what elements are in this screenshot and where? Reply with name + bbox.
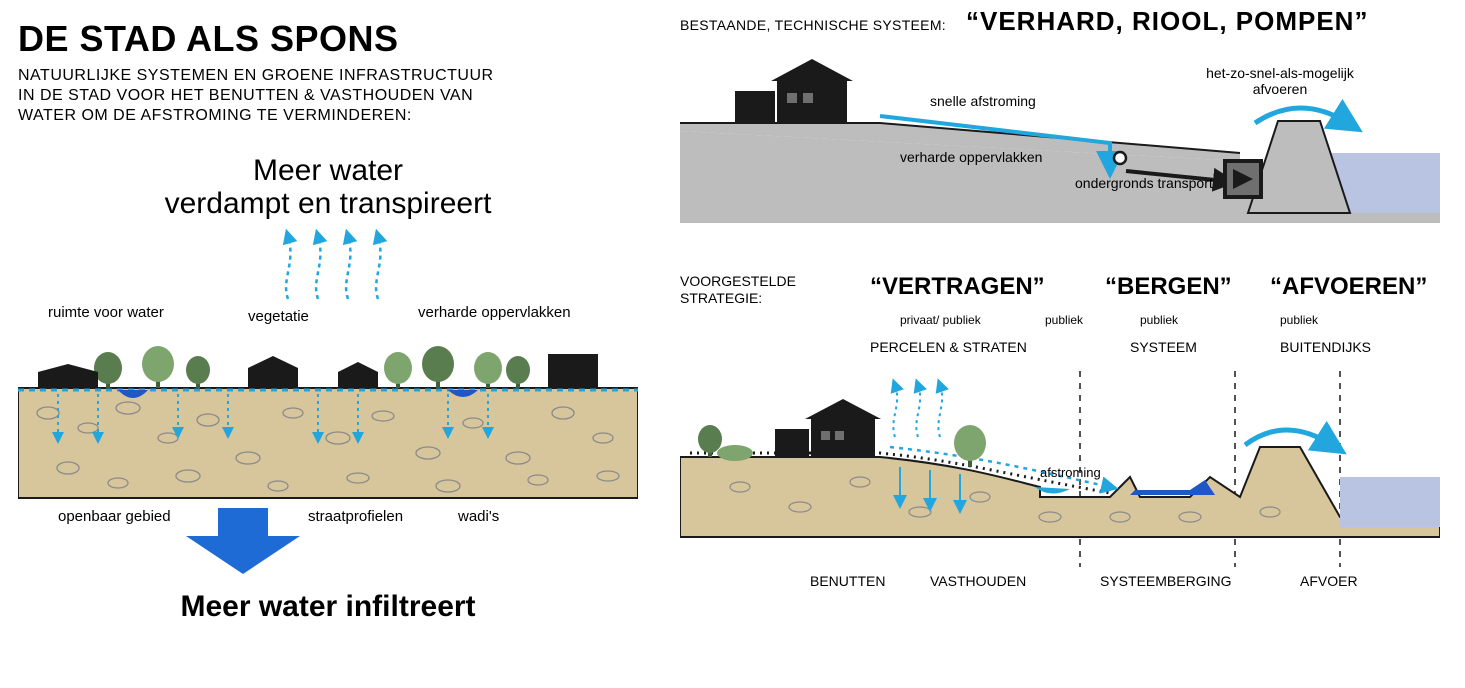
label-het-zo-snel-line2: afvoeren — [1253, 81, 1307, 97]
label-vasthouden: VASTHOUDEN — [930, 573, 1026, 589]
label-straatprofielen: straatprofielen — [308, 508, 403, 525]
zone-row: PERCELEN & STRATEN SYSTEEM BUITENDIJKS — [680, 339, 1440, 367]
label-systeemberging: SYSTEEMBERGING — [1100, 573, 1231, 589]
label-afvoer: AFVOER — [1300, 573, 1358, 589]
sponge-cross-section — [18, 328, 638, 508]
left-panel: DE STAD ALS SPONS NATUURLIJKE SYSTEMEN E… — [18, 18, 638, 624]
existing-system-diagram-wrap: snelle afstroming het-zo-snel-als-mogeli… — [680, 43, 1440, 223]
label-vegetatie: vegetatie — [248, 308, 309, 325]
right-panel: BESTAANDE, TECHNISCHE SYSTEEM: “VERHARD,… — [680, 6, 1450, 597]
label-verharde-oppervlakken: verharde oppervlakken — [418, 304, 571, 321]
label-het-zo-snel: het-zo-snel-als-mogelijk afvoeren — [1190, 65, 1370, 97]
bottom-heading: Meer water infiltreert — [18, 590, 638, 624]
label-benutten: BENUTTEN — [810, 573, 885, 589]
bottom-label-row: BENUTTEN VASTHOUDEN SYSTEEMBERGING AFVOE… — [680, 573, 1440, 597]
mid-heading-line-1: Meer water — [253, 154, 403, 187]
strategy-prefix: VOORGESTELDE STRATEGIE: — [680, 273, 796, 307]
subtitle-line-2: IN DE STAD VOOR HET BENUTTEN & VASTHOUDE… — [18, 87, 473, 104]
zone-buitendijks: BUITENDIJKS — [1280, 339, 1371, 355]
subtitle: NATUURLIJKE SYSTEMEN EN GROENE INFRASTRU… — [18, 66, 638, 126]
subtitle-line-3: WATER OM DE AFSTROMING TE VERMINDEREN: — [18, 107, 412, 124]
heading-afvoeren: “AFVOEREN” — [1270, 273, 1427, 301]
proposed-diagram-wrap: afstroming — [680, 367, 1440, 567]
strategy-header: VOORGESTELDE STRATEGIE: “VERTRAGEN” “BER… — [680, 273, 1440, 313]
scope-publiek-2: publiek — [1140, 313, 1178, 327]
existing-system-prefix: BESTAANDE, TECHNISCHE SYSTEEM: — [680, 17, 946, 33]
top-labels-row: ruimte voor water vegetatie verharde opp… — [18, 304, 638, 328]
heading-vertragen: “VERTRAGEN” — [870, 273, 1045, 301]
label-ruimte-voor-water: ruimte voor water — [48, 304, 164, 321]
zone-systeem: SYSTEEM — [1130, 339, 1197, 355]
strategy-prefix-line2: STRATEGIE: — [680, 290, 762, 306]
scope-publiek-3: publiek — [1280, 313, 1318, 327]
label-verharde-oppervlakken-right: verharde oppervlakken — [900, 149, 1042, 165]
label-ondergronds-transport: ondergronds transport — [1075, 175, 1213, 191]
label-het-zo-snel-line1: het-zo-snel-als-mogelijk — [1206, 65, 1354, 81]
label-snelle-afstroming: snelle afstroming — [930, 93, 1036, 109]
label-afstroming: afstroming — [1040, 465, 1101, 480]
main-title: DE STAD ALS SPONS — [18, 18, 638, 60]
evaporation-arrows — [18, 224, 638, 304]
scope-row: privaat/ publiek publiek publiek publiek — [680, 313, 1440, 333]
existing-system-title: “VERHARD, RIOOL, POMPEN” — [966, 6, 1368, 37]
heading-bergen: “BERGEN” — [1105, 273, 1232, 301]
subtitle-line-1: NATUURLIJKE SYSTEMEN EN GROENE INFRASTRU… — [18, 67, 494, 84]
existing-system-header: BESTAANDE, TECHNISCHE SYSTEEM: “VERHARD,… — [680, 6, 1450, 37]
scope-privaat-publiek: privaat/ publiek — [900, 313, 981, 327]
strategy-prefix-line1: VOORGESTELDE — [680, 273, 796, 289]
label-openbaar-gebied: openbaar gebied — [58, 508, 171, 525]
bottom-labels-row: openbaar gebied straatprofielen wadi's — [18, 508, 638, 532]
zone-percelen: PERCELEN & STRATEN — [870, 339, 1027, 355]
mid-heading-line-2: verdampt en transpireert — [165, 187, 492, 220]
label-wadis: wadi's — [458, 508, 499, 525]
mid-heading: Meer water verdampt en transpireert — [18, 154, 638, 220]
scope-publiek-1: publiek — [1045, 313, 1083, 327]
